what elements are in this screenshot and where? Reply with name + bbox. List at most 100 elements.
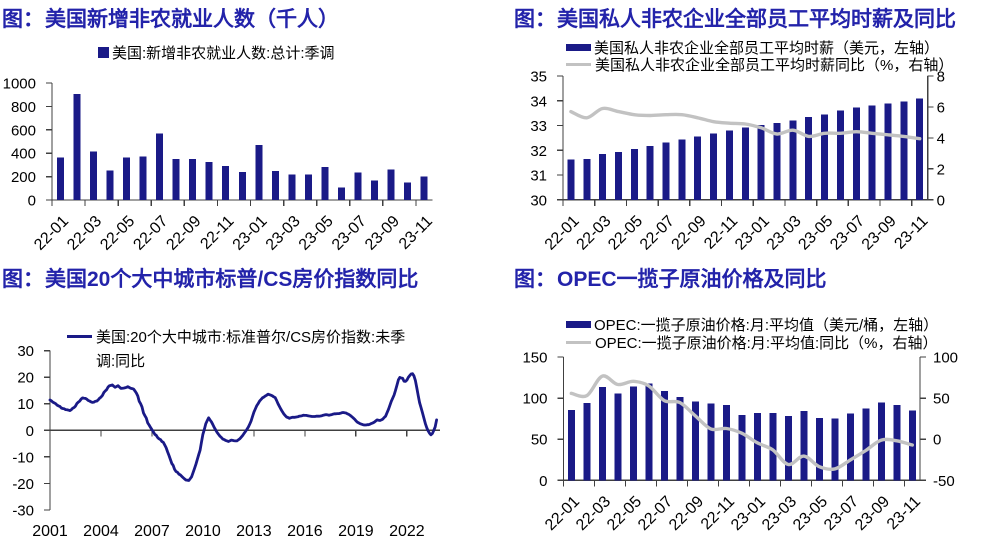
svg-text:23-09: 23-09 <box>859 213 900 254</box>
chart-title-text: OPEC一揽子原油价格及同比 <box>557 267 827 291</box>
chart-title-prefix: 图： <box>514 7 556 31</box>
svg-text:4: 4 <box>937 130 945 147</box>
chart-title: 图：美国私人非农企业全部员工平均时薪及同比 <box>514 7 956 32</box>
opec-oil-price-plot: 0 50 100 150 -50 0 50 100 22-0122-0322-0522-0722… <box>522 350 958 535</box>
right-axis-tick-labels: -50 0 50 100 <box>933 350 958 490</box>
svg-text:2004: 2004 <box>83 523 119 540</box>
svg-text:1000: 1000 <box>3 76 36 93</box>
legend-item: 美国私人非农企业全部员工平均时薪同比（%，右轴） <box>566 56 953 74</box>
svg-text:-50: -50 <box>933 473 955 490</box>
svg-text:2013: 2013 <box>236 523 272 540</box>
svg-text:22-09: 22-09 <box>163 213 204 254</box>
chart-title-prefix: 图： <box>2 267 44 291</box>
svg-text:150: 150 <box>522 350 547 367</box>
x-axis-year-labels: 2001 2004 2007 2010 2013 2016 2019 2022 <box>32 523 425 540</box>
legend-label: 美国:20个大中城市:标准普尔/CS房价指数:未季 调:同比 <box>96 329 406 370</box>
legend-item: 美国:20个大中城市:标准普尔/CS房价指数:未季 调:同比 <box>67 326 405 374</box>
svg-text:23-03: 23-03 <box>263 213 304 254</box>
svg-text:0: 0 <box>26 423 34 440</box>
svg-text:23-09: 23-09 <box>852 493 893 534</box>
svg-text:32: 32 <box>530 143 547 160</box>
svg-text:22-07: 22-07 <box>637 213 678 254</box>
chart-title-prefix: 图： <box>2 7 44 31</box>
svg-text:33: 33 <box>530 118 547 135</box>
chart-title-text: 美国新增非农就业人数（千人） <box>45 7 339 31</box>
svg-text:2010: 2010 <box>185 523 221 540</box>
left-axis-tick-labels: 30 31 32 33 34 35 <box>530 69 547 210</box>
svg-text:22-11: 22-11 <box>701 213 741 253</box>
svg-text:-30: -30 <box>12 503 34 520</box>
svg-text:2007: 2007 <box>134 523 170 540</box>
chart-title-prefix: 图： <box>514 267 556 291</box>
line-series <box>569 106 922 141</box>
bar-series-marker <box>566 320 591 328</box>
svg-text:23-05: 23-05 <box>795 213 836 254</box>
x-axis-tick-labels: 22-0122-0322-0522-0722-0922-1123-0123-03… <box>542 493 924 534</box>
svg-text:22-09: 22-09 <box>666 493 707 534</box>
chart-us-average-hourly-earnings: 图：美国私人非农企业全部员工平均时薪及同比 美国私人非农企业全部员工平均时薪（美… <box>494 0 987 260</box>
svg-text:22-01: 22-01 <box>542 493 583 534</box>
legend-label: OPEC:一揽子原油价格:月:平均值:同比（%，右轴） <box>595 334 938 352</box>
svg-text:30: 30 <box>530 192 547 209</box>
svg-text:22-03: 22-03 <box>64 213 105 254</box>
svg-text:-20: -20 <box>12 476 34 493</box>
right-axis-tick-labels: 0 2 4 6 8 <box>937 69 945 210</box>
svg-text:30: 30 <box>17 343 34 360</box>
left-axis-tick-labels: 0 50 100 150 <box>522 350 547 490</box>
line-series-marker <box>67 335 92 338</box>
svg-text:23-11: 23-11 <box>891 213 931 253</box>
bar-series <box>56 94 428 200</box>
svg-text:400: 400 <box>11 146 36 163</box>
case-shiller-plot: -30 -20 -10 0 10 20 30 2001 2004 2007 2010 2013 2016… <box>12 343 440 540</box>
chart-us-nonfarm-payrolls: 图：美国新增非农就业人数（千人） 美国:新增非农就业人数:总计:季调 0 200 4… <box>0 0 494 260</box>
svg-text:35: 35 <box>530 69 547 86</box>
svg-text:600: 600 <box>11 122 36 139</box>
svg-text:200: 200 <box>11 169 36 186</box>
x-axis-tick-labels: 22-0122-0322-0522-0722-0922-1123-0123-03… <box>542 213 932 254</box>
line-series-marker <box>566 340 591 344</box>
svg-text:23-01: 23-01 <box>728 493 769 534</box>
svg-text:22-05: 22-05 <box>97 213 138 254</box>
chart-opec-crude-oil-price: 图：OPEC一揽子原油价格及同比 OPEC:一揽子原油价格:月:平均值（美元/桶… <box>494 260 987 555</box>
legend: OPEC:一揽子原油价格:月:平均值（美元/桶，左轴） OPEC:一揽子原油价格:… <box>566 315 939 352</box>
svg-text:23-03: 23-03 <box>759 493 800 534</box>
legend: 美国私人非农企业全部员工平均时薪（美元，左轴） 美国私人非农企业全部员工平均时薪同… <box>566 39 953 74</box>
line-series <box>569 374 914 472</box>
legend-label: OPEC:一揽子原油价格:月:平均值（美元/桶，左轴） <box>594 316 939 334</box>
svg-text:6: 6 <box>937 99 945 116</box>
svg-text:2022: 2022 <box>389 523 425 540</box>
svg-text:22-09: 22-09 <box>669 213 710 254</box>
legend-item: OPEC:一揽子原油价格:月:平均值:同比（%，右轴） <box>566 333 938 352</box>
svg-text:22-01: 22-01 <box>31 213 72 254</box>
svg-text:0: 0 <box>539 473 547 490</box>
legend-label: 美国私人非农企业全部员工平均时薪（美元，左轴） <box>594 40 940 57</box>
svg-text:22-05: 22-05 <box>605 213 646 254</box>
svg-text:8: 8 <box>937 69 945 86</box>
svg-text:22-11: 22-11 <box>197 213 237 253</box>
svg-text:23-09: 23-09 <box>362 213 403 254</box>
hourly-earnings-plot: 3031323334350246822-0122-0322-0522-0722-… <box>530 69 945 254</box>
svg-text:0: 0 <box>937 192 945 209</box>
line-series-marker <box>566 63 591 66</box>
chart-title: 图：美国新增非农就业人数（千人） <box>2 7 339 32</box>
line-series <box>48 372 439 482</box>
svg-text:2016: 2016 <box>287 523 323 540</box>
legend-item: 美国私人非农企业全部员工平均时薪（美元，左轴） <box>566 39 953 57</box>
svg-text:23-11: 23-11 <box>396 213 436 253</box>
legend: 美国:新增非农就业人数:总计:季调 <box>98 44 335 62</box>
legend-item: OPEC:一揽子原油价格:月:平均值（美元/桶，左轴） <box>566 315 939 334</box>
chart-title-text: 美国私人非农企业全部员工平均时薪及同比 <box>557 7 956 31</box>
left-axis-tick-labels: -30 -20 -10 0 10 20 30 <box>12 343 34 519</box>
svg-text:0: 0 <box>28 193 36 210</box>
chart-title: 图：美国20个大中城市标普/CS房价指数同比 <box>2 267 418 292</box>
legend-item: 美国:新增非农就业人数:总计:季调 <box>98 44 335 62</box>
svg-text:800: 800 <box>11 99 36 116</box>
x-axis-tick-labels: 22-0122-0322-0522-0722-0922-1123-0123-03… <box>31 213 436 254</box>
nonfarm-payrolls-plot: 0 200 400 600 800 1000 22-0122-0322-0522-0722-… <box>3 76 437 254</box>
bar-series-marker <box>566 44 591 51</box>
svg-text:-10: -10 <box>12 449 34 466</box>
svg-text:22-01: 22-01 <box>542 213 583 254</box>
chart-title: 图：OPEC一揽子原油价格及同比 <box>514 267 827 292</box>
svg-text:50: 50 <box>933 391 950 408</box>
svg-text:23-01: 23-01 <box>732 213 773 254</box>
